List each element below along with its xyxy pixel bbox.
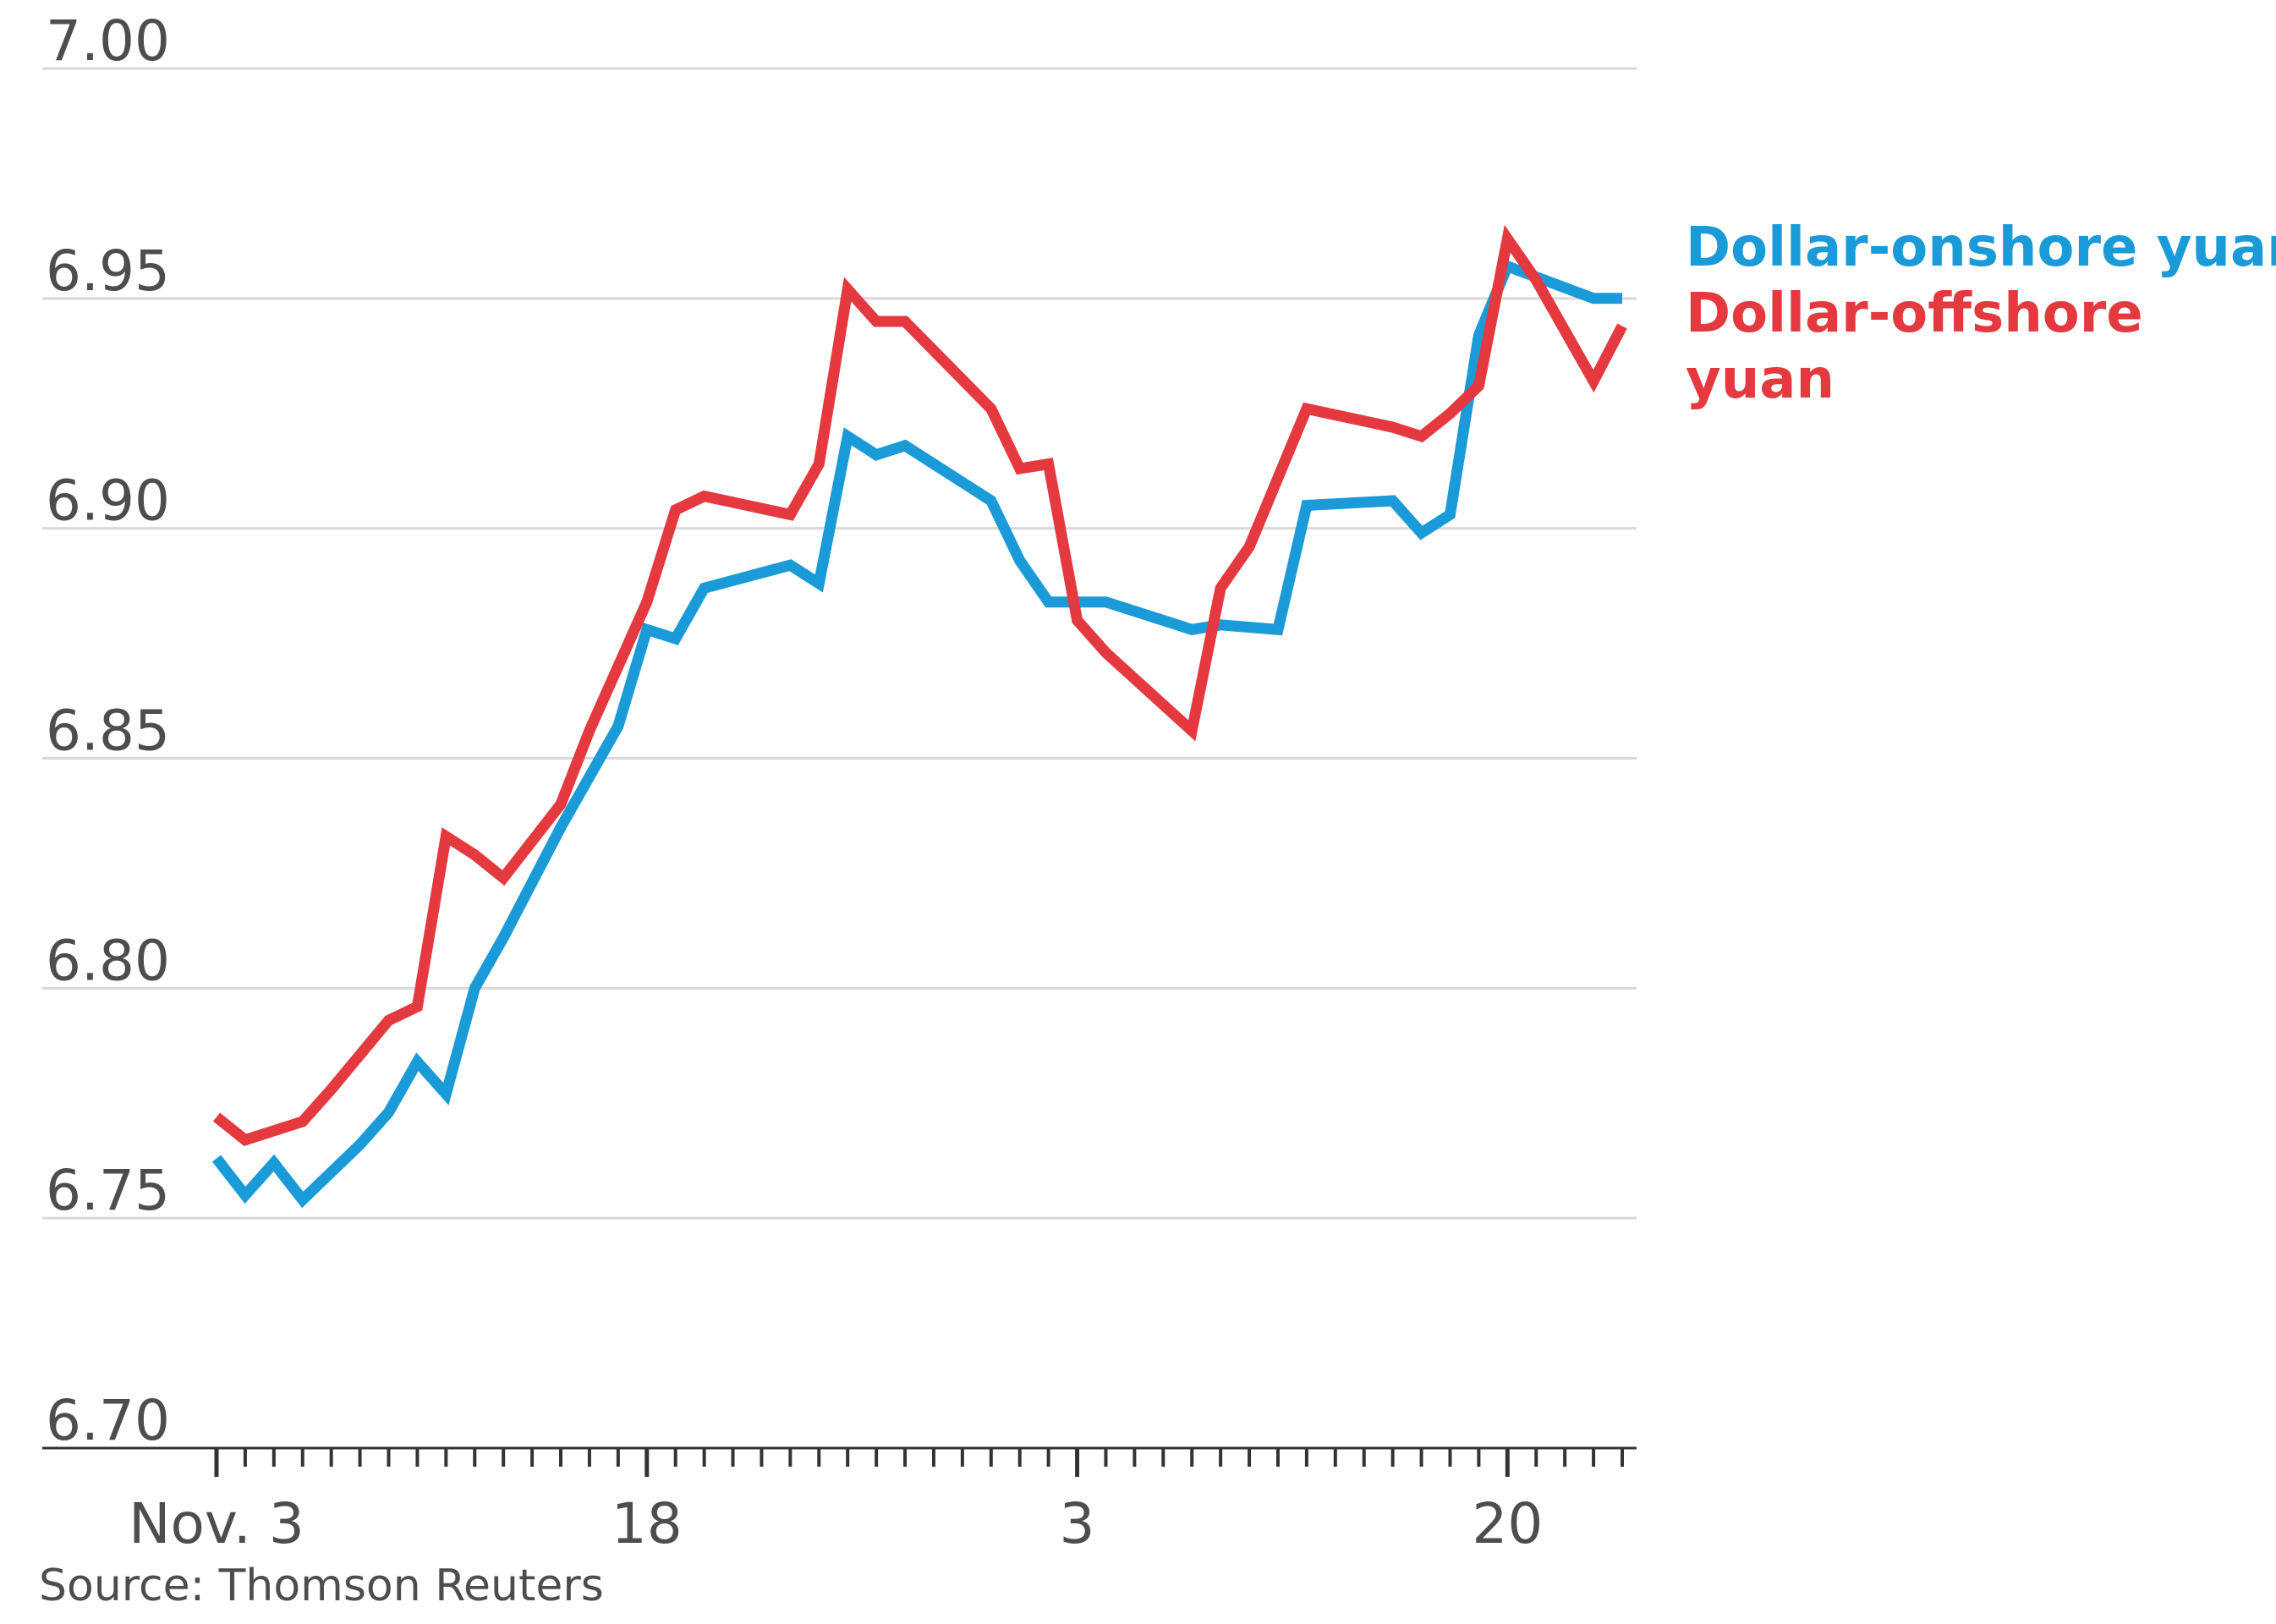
- x-axis: Nov. 3 18 3 20: [42, 1446, 1637, 1556]
- y-tick-label: 6.85: [46, 699, 170, 764]
- y-tick-label: 7.00: [46, 8, 170, 74]
- series-line-offshore: [212, 224, 1627, 1146]
- series-line-onshore: [211, 259, 1622, 1209]
- legend: Dollar-onshore yuan Dollar-offshore yuan: [1686, 217, 2276, 411]
- series-lines: [211, 224, 1627, 1209]
- gridlines: [42, 67, 1637, 1220]
- x-tick-label: Nov. 3: [129, 1491, 304, 1556]
- source-note: Source: Thomson Reuters: [39, 1561, 604, 1611]
- y-tick-label: 6.90: [46, 469, 170, 534]
- legend-offshore-line1: Dollar-offshore: [1686, 283, 2143, 345]
- legend-offshore-line2: yuan: [1686, 348, 1835, 411]
- legend-onshore: Dollar-onshore yuan: [1686, 217, 2276, 279]
- x-tick-label: 3: [1060, 1491, 1095, 1556]
- y-axis-ticks: 7.00 6.95 6.90 6.85 6.80 6.75 6.70: [46, 8, 170, 1453]
- y-tick-label: 6.75: [46, 1158, 170, 1223]
- x-tick-label: 20: [1472, 1491, 1543, 1556]
- y-tick-label: 6.95: [46, 239, 170, 304]
- x-tick-label: 18: [612, 1491, 683, 1556]
- y-tick-label: 6.80: [46, 928, 170, 993]
- y-tick-label: 6.70: [46, 1388, 170, 1453]
